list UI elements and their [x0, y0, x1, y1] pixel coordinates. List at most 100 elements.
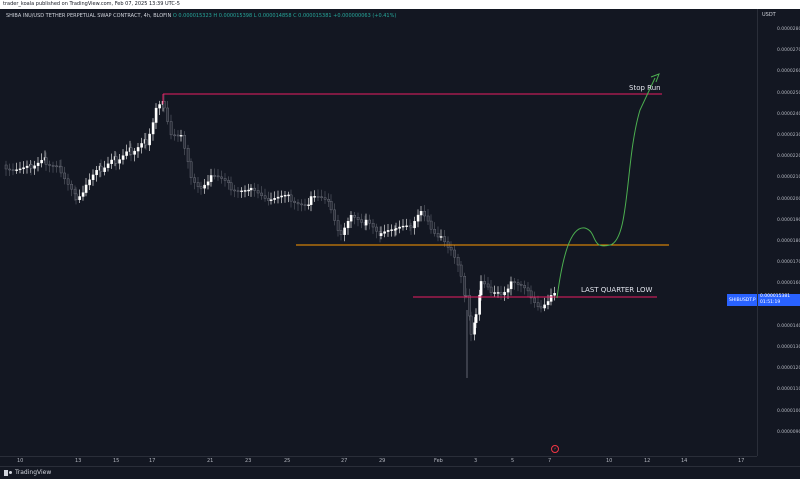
candle-body	[343, 227, 346, 235]
symbol-badge-text: SHIBUSDT.P	[729, 297, 756, 303]
candle-body	[287, 194, 290, 197]
candle-body	[196, 182, 200, 187]
candle-body	[368, 219, 371, 224]
last-quarter-low-label: LAST QUARTER LOW	[581, 286, 653, 294]
price-tick-label: 0.000018000	[777, 239, 800, 244]
tradingview-logo[interactable]: TradingView	[4, 469, 51, 476]
candle-body	[148, 133, 151, 146]
price-axis[interactable]: USDT	[757, 9, 800, 456]
candle-body	[118, 159, 121, 164]
candle-body	[474, 314, 478, 323]
price-tick-label: 0.000020000	[777, 196, 800, 202]
candle-body	[240, 190, 243, 193]
candle-body	[449, 247, 453, 251]
time-tick-label: 25	[284, 458, 291, 464]
candle-body	[349, 215, 353, 222]
candle-body	[88, 179, 91, 186]
candle-body	[364, 219, 368, 226]
symbol-legend[interactable]: SHIBA INU/USD TETHER PERPETUAL SWAP CONT…	[6, 12, 396, 20]
candle-body	[179, 135, 183, 137]
candle-body	[114, 156, 118, 164]
candle-body	[379, 233, 383, 236]
currency-label: USDT	[762, 12, 776, 18]
time-tick-label: 14	[681, 458, 688, 464]
candle-body	[523, 285, 526, 289]
candle-body	[256, 190, 260, 194]
candle-body	[70, 183, 73, 190]
time-tick-label: 17	[738, 458, 745, 464]
candle-body	[51, 165, 55, 167]
candle-body	[506, 288, 510, 293]
countdown-value: 01:51:19	[760, 300, 781, 305]
candle-body	[267, 198, 270, 201]
candle-body	[236, 190, 240, 192]
price-tick-label: 0.000016000	[777, 281, 800, 287]
candle-body	[516, 282, 520, 285]
price-tick-label: 0.000012000	[777, 366, 800, 372]
price-tick-label: 0.000022000	[777, 154, 800, 160]
candle-body	[269, 199, 273, 201]
ohlc-values: O 0.000015323 H 0.000015398 L 0.00001485…	[172, 13, 397, 19]
candle-body	[189, 161, 193, 178]
candle-body	[509, 281, 513, 290]
candle-body	[309, 196, 313, 205]
price-tick-label: 0.000027000	[777, 48, 800, 54]
time-axis[interactable]	[0, 456, 757, 467]
candle-body	[169, 121, 173, 136]
candle-body	[546, 301, 550, 306]
candle-body	[44, 157, 48, 165]
candle-body	[375, 226, 378, 232]
candle-body	[519, 284, 523, 286]
time-tick-label: Feb	[434, 458, 443, 464]
price-tick-label: 0.000028000	[777, 27, 800, 32]
candle-body	[199, 186, 203, 189]
stop-run-label: Stop Run	[629, 84, 661, 92]
candle-body	[78, 196, 81, 201]
candle-body	[499, 292, 503, 296]
candle-body	[183, 135, 186, 149]
candle-body	[423, 211, 426, 217]
tradingview-logo-icon	[4, 469, 12, 476]
chart-canvas[interactable]	[0, 0, 757, 456]
candle-body	[329, 200, 333, 211]
candle-body	[439, 236, 443, 238]
candle-body	[166, 107, 169, 122]
candle-body	[419, 211, 423, 216]
projection-path	[556, 77, 656, 299]
event-marker-icon[interactable]: ⚡	[551, 445, 559, 453]
candle-body	[339, 230, 343, 235]
time-tick-label: 27	[341, 458, 348, 464]
candle-body	[74, 193, 78, 201]
candle-body	[151, 122, 155, 135]
candle-body	[273, 198, 276, 200]
price-tick-label: 0.000014000	[777, 323, 800, 329]
candle-body	[426, 215, 430, 222]
candle-body	[22, 167, 25, 170]
price-tick-label: 0.000010000	[777, 408, 800, 414]
current-price-tag: 0.000015381 01:51:19	[758, 294, 800, 306]
candle-body	[103, 167, 106, 172]
current-price-value: 0.000015381	[760, 294, 791, 299]
candle-body	[129, 147, 133, 155]
candle-body	[216, 175, 220, 178]
candle-body	[429, 220, 433, 230]
candle-body	[63, 172, 66, 180]
candle-body	[536, 302, 540, 308]
candle-body	[463, 276, 466, 296]
candle-body	[144, 139, 148, 146]
time-tick-label: 10	[17, 458, 24, 464]
candle-body	[154, 107, 158, 123]
candle-body	[401, 225, 405, 228]
candle-body	[333, 209, 336, 221]
candle-body	[300, 203, 303, 206]
brand-name: TradingView	[15, 469, 52, 476]
candle-body	[390, 229, 393, 231]
candle-body	[121, 155, 125, 160]
candle-body	[486, 283, 490, 288]
candle-body	[443, 236, 446, 243]
candle-body	[136, 147, 140, 152]
candle-body	[203, 184, 206, 189]
candle-body	[227, 180, 230, 183]
time-tick-label: 12	[644, 458, 651, 464]
candle-body	[394, 228, 398, 230]
